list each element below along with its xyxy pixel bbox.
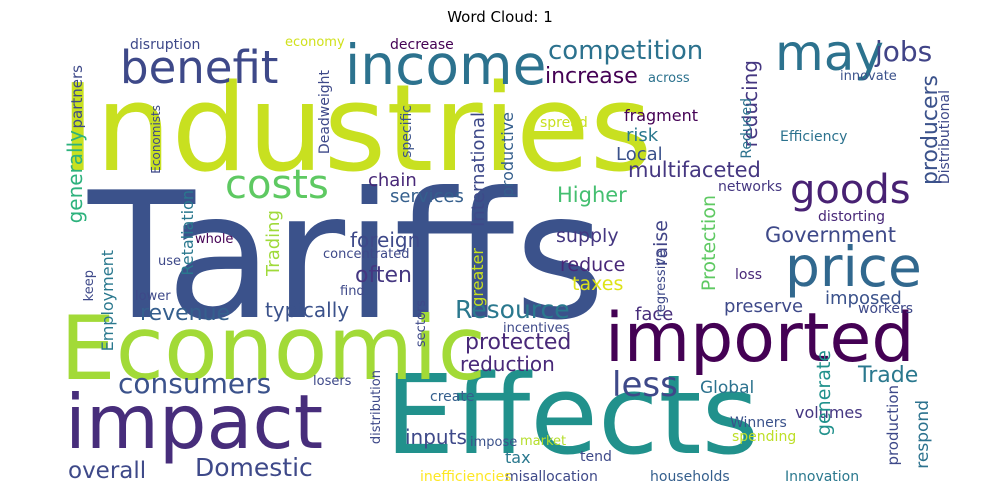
word-respond: respond <box>913 400 933 469</box>
word-overall: overall <box>68 458 147 484</box>
word-risk: risk <box>626 125 659 146</box>
word-taxes: taxes <box>572 273 624 295</box>
word-whole: whole <box>195 232 234 247</box>
word-keep: keep <box>82 270 97 302</box>
word-reduction: reduction <box>460 352 555 376</box>
word-resource: Resource <box>455 295 570 324</box>
word-jobs: jobs <box>875 35 933 68</box>
word-misallocation: misallocation <box>505 469 598 485</box>
word-lower: lower <box>135 289 171 304</box>
word-innovation: Innovation <box>785 469 860 485</box>
word-find: find <box>340 284 365 299</box>
word-households: households <box>650 469 730 485</box>
word-costs: costs <box>225 162 329 208</box>
word-competition: competition <box>548 36 704 66</box>
word-loss: loss <box>735 267 763 283</box>
word-spread: spread <box>540 115 588 131</box>
word-supply: supply <box>556 225 619 247</box>
word-partners: partners <box>68 65 86 129</box>
word-employment: Employment <box>98 250 117 352</box>
word-imported: imported <box>605 299 915 378</box>
word-consumers: consumers <box>118 367 272 400</box>
word-protected: protected <box>465 330 572 355</box>
word-increase: increase <box>545 64 638 89</box>
word-workers: workers <box>858 301 914 317</box>
word-concentrated: concentrated <box>323 247 410 262</box>
word-winners: Winners <box>730 415 787 431</box>
word-protection: Protection <box>698 195 720 292</box>
word-trade: Trade <box>858 363 919 388</box>
word-tend: tend <box>580 449 612 465</box>
word-spending: spending <box>732 429 797 445</box>
word-economic: Economic <box>60 297 486 400</box>
word-generally: generally <box>63 130 87 224</box>
word-economists: Economists <box>149 105 163 174</box>
word-typically: typically <box>265 298 350 322</box>
word-less: less <box>612 365 678 405</box>
word-networks: networks <box>718 179 783 195</box>
word-trading: Trading <box>263 210 284 277</box>
word-reduce: reduce <box>560 254 626 276</box>
word-production: production <box>884 385 902 466</box>
word-efficiency: Efficiency <box>780 129 848 145</box>
word-higher: Higher <box>557 183 627 207</box>
word-preserve: preserve <box>724 296 804 317</box>
word-face: face <box>635 304 674 325</box>
word-domestic: Domestic <box>195 453 313 482</box>
word-market: market <box>520 434 567 449</box>
word-effects: Effects <box>385 351 759 479</box>
word-may: may <box>775 24 884 82</box>
word-tax: tax <box>505 448 531 467</box>
word-price: price <box>785 235 922 299</box>
word-productive: productive <box>498 112 517 198</box>
word-international: International <box>468 112 489 227</box>
word-regressive: regressive <box>654 250 669 318</box>
word-use: use <box>158 254 182 269</box>
word-industries: Industries <box>60 60 653 199</box>
page-title: Word Cloud: 1 <box>447 8 553 26</box>
word-goods: goods <box>790 167 911 213</box>
word-create: create <box>430 389 475 405</box>
word-impact: impact <box>65 378 324 466</box>
word-government: Government <box>765 223 896 247</box>
word-innovate: innovate <box>840 69 897 84</box>
word-generate: generate <box>813 350 835 437</box>
word-foreign: foreign <box>350 228 421 252</box>
word-across: across <box>648 71 690 86</box>
word-volumes: volumes <box>795 403 863 422</box>
word-local: Local <box>616 144 663 165</box>
word-services: services <box>390 186 464 207</box>
word-income: income <box>345 33 547 97</box>
word-greater: greater <box>468 248 487 307</box>
word-disruption: disruption <box>130 37 201 53</box>
word-revenue: revenue <box>140 301 231 326</box>
word-tariffs: Tariffs <box>88 156 606 359</box>
word-inputs: inputs <box>405 425 467 449</box>
word-benefit: benefit <box>120 41 279 94</box>
word-economy: economy <box>285 35 345 50</box>
word-incentives: incentives <box>503 321 570 336</box>
word-deadweight: Deadweight <box>317 70 333 155</box>
word-multifaceted: multifaceted <box>628 158 761 182</box>
word-chain: chain <box>368 170 417 191</box>
word-distorting: distorting <box>818 209 886 225</box>
word-distribution: distribution <box>369 370 384 445</box>
word-reduced: Reduced <box>739 98 755 159</box>
word-sectors: sectors <box>414 300 429 348</box>
word-imposed: imposed <box>825 288 902 309</box>
word-distributional: Distributional <box>937 90 953 185</box>
word-fragment: fragment <box>624 106 699 125</box>
word-retaliation: Retaliation <box>178 190 197 276</box>
word-global: Global <box>700 378 755 398</box>
word-impose: impose <box>470 435 518 450</box>
word-often: often <box>355 263 412 288</box>
word-losers: losers <box>313 374 352 389</box>
word-decrease: decrease <box>390 37 454 53</box>
word-inefficiencies: inefficiencies <box>420 469 512 485</box>
word-specific: specific <box>399 105 415 158</box>
